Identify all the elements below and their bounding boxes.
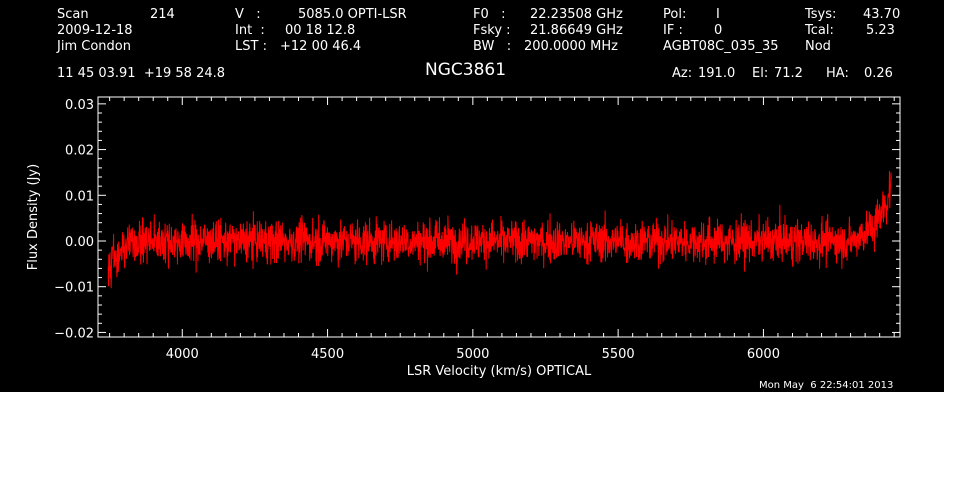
if-label: IF : — [663, 23, 683, 38]
sky-frequency-label: Fsky : — [473, 23, 511, 38]
hour-angle-label: HA: — [826, 66, 849, 81]
y-tick-label: 0.02 — [65, 144, 94, 159]
integration-label: Int : — [235, 23, 265, 38]
velocity-value: 5085.0 OPTI-LSR — [298, 7, 407, 22]
y-tick-label: −0.02 — [54, 326, 94, 341]
velocity-label: V : — [235, 7, 261, 22]
project-id: AGBT08C_035_35 — [663, 39, 779, 54]
azimuth-value: 191.0 — [698, 66, 736, 81]
spectrum-chart: 4000 4500 5000 5500 6000 −0.02 −0.01 0.00 0.01 0.… — [26, 96, 901, 379]
y-tick-label: 0.03 — [65, 98, 94, 113]
elevation-value: 71.2 — [774, 66, 803, 81]
y-axis-label: Flux Density (Jy) — [26, 164, 41, 270]
axis-ticks: 4000 4500 5000 5500 6000 −0.02 −0.01 0.00 0.01 0.… — [54, 97, 900, 362]
x-tick-label: 4000 — [166, 347, 199, 362]
rest-frequency-label: F0 : — [473, 7, 506, 22]
tsys-label: Tsys: — [805, 7, 837, 22]
lst-value: +12 00 46.4 — [280, 39, 362, 54]
elevation-label: El: — [752, 66, 769, 81]
sky-frequency-value: 21.86649 GHz — [530, 23, 623, 38]
x-tick-label: 4500 — [311, 347, 344, 362]
hour-angle-value: 0.26 — [864, 66, 893, 81]
integration-value: 00 18 12.8 — [285, 23, 356, 38]
y-tick-label: 0.01 — [65, 189, 94, 204]
scan-label: Scan — [57, 7, 89, 22]
x-tick-label: 5500 — [602, 347, 635, 362]
observing-mode: Nod — [805, 39, 831, 54]
y-tick-label: −0.01 — [54, 281, 94, 296]
x-tick-label: 6000 — [747, 347, 780, 362]
azimuth-label: Az: — [672, 66, 693, 81]
scan-number: 214 — [150, 7, 175, 22]
observation-date: 2009-12-18 — [57, 23, 133, 38]
lst-label: LST : — [235, 39, 267, 54]
plot-timestamp: Mon May 6 22:54:01 2013 — [759, 380, 894, 391]
bandwidth-label: BW : — [473, 39, 512, 54]
if-value: 0 — [714, 23, 723, 38]
rest-frequency-value: 22.23508 GHz — [530, 7, 623, 22]
source-coordinates: 11 45 03.91 +19 58 24.8 — [57, 66, 226, 81]
spectrum-panel: Scan 214 2009-12-18 Jim Condon V : 5085.… — [0, 0, 944, 392]
tcal-label: Tcal: — [805, 23, 834, 38]
tsys-value: 43.70 — [863, 7, 901, 22]
bandwidth-value: 200.0000 MHz — [524, 39, 618, 54]
spectrum-trace-layer — [107, 170, 892, 289]
observer-name: Jim Condon — [57, 39, 131, 54]
x-tick-label: 5000 — [456, 347, 489, 362]
polarization-value: I — [716, 7, 720, 22]
spectrum-series-line — [107, 170, 892, 289]
y-tick-label: 0.00 — [65, 235, 94, 250]
polarization-label: Pol: — [663, 7, 687, 22]
x-axis-label: LSR Velocity (km/s) OPTICAL — [407, 364, 592, 379]
object-name: NGC3861 — [425, 60, 507, 80]
plot-frame — [97, 96, 901, 338]
tcal-value: 5.23 — [866, 23, 895, 38]
